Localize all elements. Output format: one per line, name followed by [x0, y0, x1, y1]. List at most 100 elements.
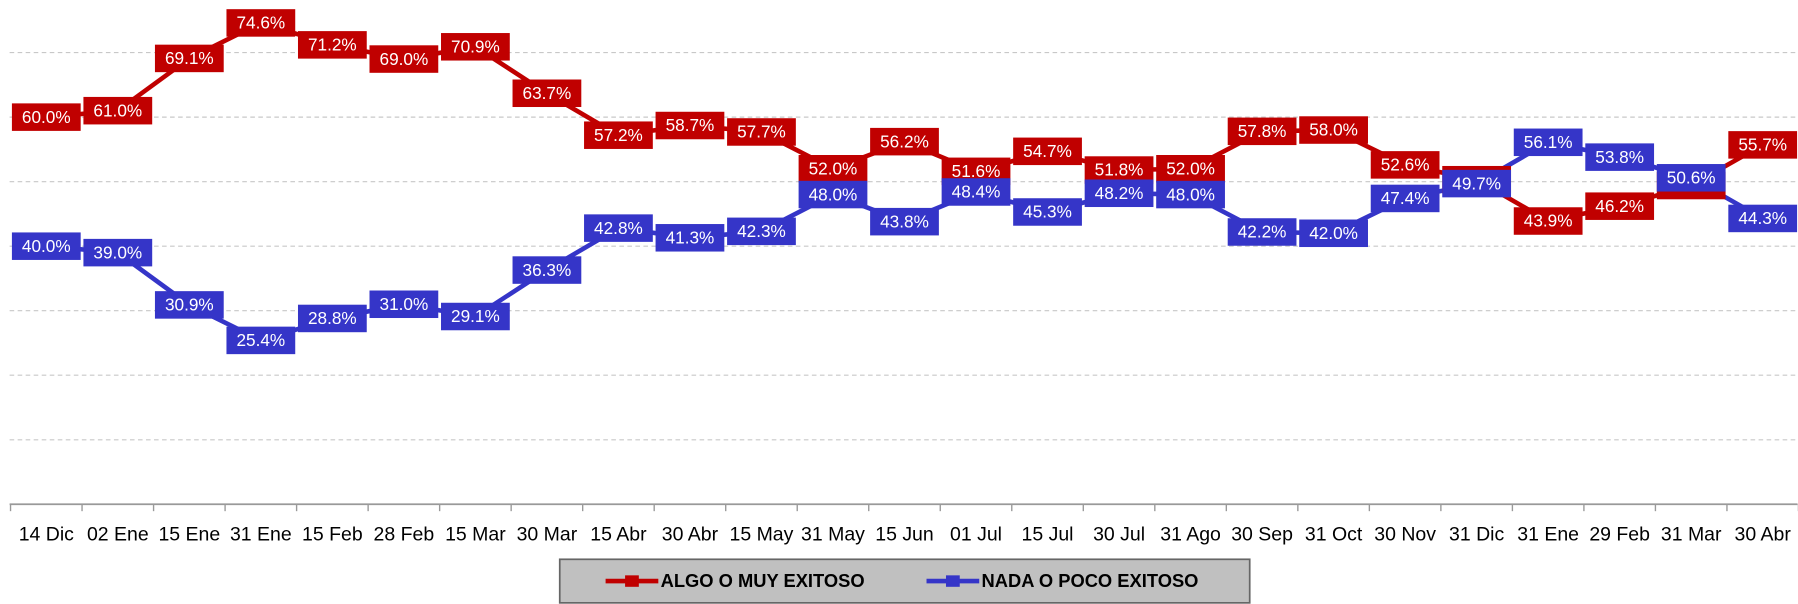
data-label-box [1370, 184, 1440, 213]
x-tick-label: 31 Dic [1449, 523, 1504, 545]
data-label-box [1442, 169, 1512, 198]
data-label: 58.7% [666, 115, 715, 135]
data-label: 74.6% [236, 13, 285, 33]
data-label-box [1156, 154, 1225, 183]
data-label: 48.0% [1166, 184, 1215, 204]
data-label-box [798, 180, 868, 209]
x-tick-label: 30 Abr [662, 523, 719, 545]
x-tick-label: 28 Feb [374, 523, 435, 545]
x-tick-label: 15 Jun [875, 523, 933, 545]
data-label: 36.3% [523, 260, 572, 280]
data-label-box [1370, 151, 1440, 179]
data-label-box [1299, 219, 1368, 248]
x-tick-label: 31 Ene [230, 523, 292, 545]
x-tick-label: 31 Oct [1305, 523, 1363, 545]
x-tick-label: 01 Jul [950, 523, 1002, 545]
data-label-box [655, 111, 725, 140]
x-tick-label: 15 Mar [445, 523, 506, 545]
data-label: 54.7% [1023, 141, 1072, 161]
data-label: 52.6% [1381, 155, 1430, 175]
data-label: 52.0% [1166, 158, 1215, 178]
data-label-box [870, 207, 939, 236]
data-label-box [83, 238, 153, 267]
x-tick-label: 30 Sep [1231, 523, 1293, 545]
data-label: 58.0% [1309, 120, 1358, 140]
data-label: 45.3% [1023, 202, 1072, 222]
data-label: 53.8% [1595, 147, 1644, 167]
data-label: 25.4% [236, 330, 285, 350]
data-label: 69.1% [165, 48, 214, 68]
data-label: 30.9% [165, 295, 214, 315]
data-label: 40.0% [22, 236, 71, 256]
data-label-box [1299, 116, 1368, 144]
legend-box [558, 558, 1251, 604]
data-label: 52.0% [809, 158, 858, 178]
x-tick-label: 31 Ago [1160, 523, 1221, 545]
data-label: 70.9% [451, 36, 500, 56]
data-label: 51.8% [1095, 160, 1144, 180]
data-label-box [1513, 207, 1583, 235]
grid: 14 Dic 02 Ene 15 Ene 31 Ene 15 Feb 28 Feb 15 M… [9, 52, 1798, 545]
data-label: 56.2% [880, 131, 929, 151]
data-label-box [297, 304, 367, 333]
data-label: 42.8% [594, 218, 643, 238]
data-label-box [1728, 131, 1798, 159]
x-tick-label: 15 Jul [1022, 523, 1074, 545]
data-label: 41.3% [666, 227, 715, 247]
data-label: 31.0% [380, 294, 429, 314]
data-label-box [226, 9, 296, 37]
data-label-box [11, 232, 81, 260]
data-label: 69.0% [380, 49, 429, 69]
data-label: 42.2% [1238, 222, 1287, 242]
data-label: 42.3% [737, 221, 786, 241]
x-tick-label: 30 Abr [1735, 523, 1792, 545]
data-label-box [441, 33, 510, 61]
data-label-box [297, 31, 367, 59]
data-label-box [83, 96, 153, 125]
data-label: 57.2% [594, 125, 643, 145]
x-tick-label: 15 Feb [302, 523, 363, 545]
x-tick-label: 15 Ene [158, 523, 220, 545]
data-label: 56.1% [1524, 132, 1573, 152]
data-label: 43.9% [1524, 211, 1573, 231]
data-label-box [226, 326, 296, 355]
data-label: 57.7% [737, 122, 786, 142]
data-label-box [584, 121, 653, 149]
data-label-box [441, 302, 510, 331]
data-label-box [1013, 198, 1082, 226]
data-label: 44.3% [1738, 208, 1787, 228]
data-label-box [1656, 164, 1726, 192]
data-label-box [655, 224, 725, 252]
data-label: 47.4% [1381, 188, 1430, 208]
data-label-box [727, 217, 796, 246]
data-label-box [369, 290, 439, 319]
data-label: 42.0% [1309, 223, 1358, 243]
x-tick-label: 30 Mar [517, 523, 578, 545]
x-tick-label: 15 May [730, 523, 794, 545]
data-label: 43.8% [880, 211, 929, 231]
x-tick-label: 15 Abr [590, 523, 647, 545]
x-tick-label: 29 Feb [1589, 523, 1650, 545]
x-tick-label: 14 Dic [19, 523, 74, 545]
data-label: 51.6% [952, 161, 1001, 181]
data-label: 61.0% [93, 100, 142, 120]
legend-label: NADA O POCO EXITOSO [982, 570, 1199, 591]
data-label: 60.0% [22, 107, 71, 127]
data-label: 55.7% [1738, 135, 1787, 155]
data-label: 48.2% [1095, 183, 1144, 203]
data-label-box [154, 291, 224, 319]
legend-marker [625, 575, 639, 587]
data-label: 50.6% [1667, 167, 1716, 187]
x-tick-label: 31 Mar [1661, 523, 1722, 545]
data-label-box [512, 256, 582, 284]
data-label-box [1585, 143, 1655, 171]
data-label-box [870, 127, 939, 156]
data-label-box [11, 103, 81, 131]
x-tick-label: 31 Ene [1517, 523, 1579, 545]
legend-marker [945, 575, 960, 587]
data-label-box [369, 45, 439, 73]
data-label-box [798, 154, 868, 183]
data-label-box [941, 178, 1011, 206]
data-label-box [1227, 117, 1297, 146]
